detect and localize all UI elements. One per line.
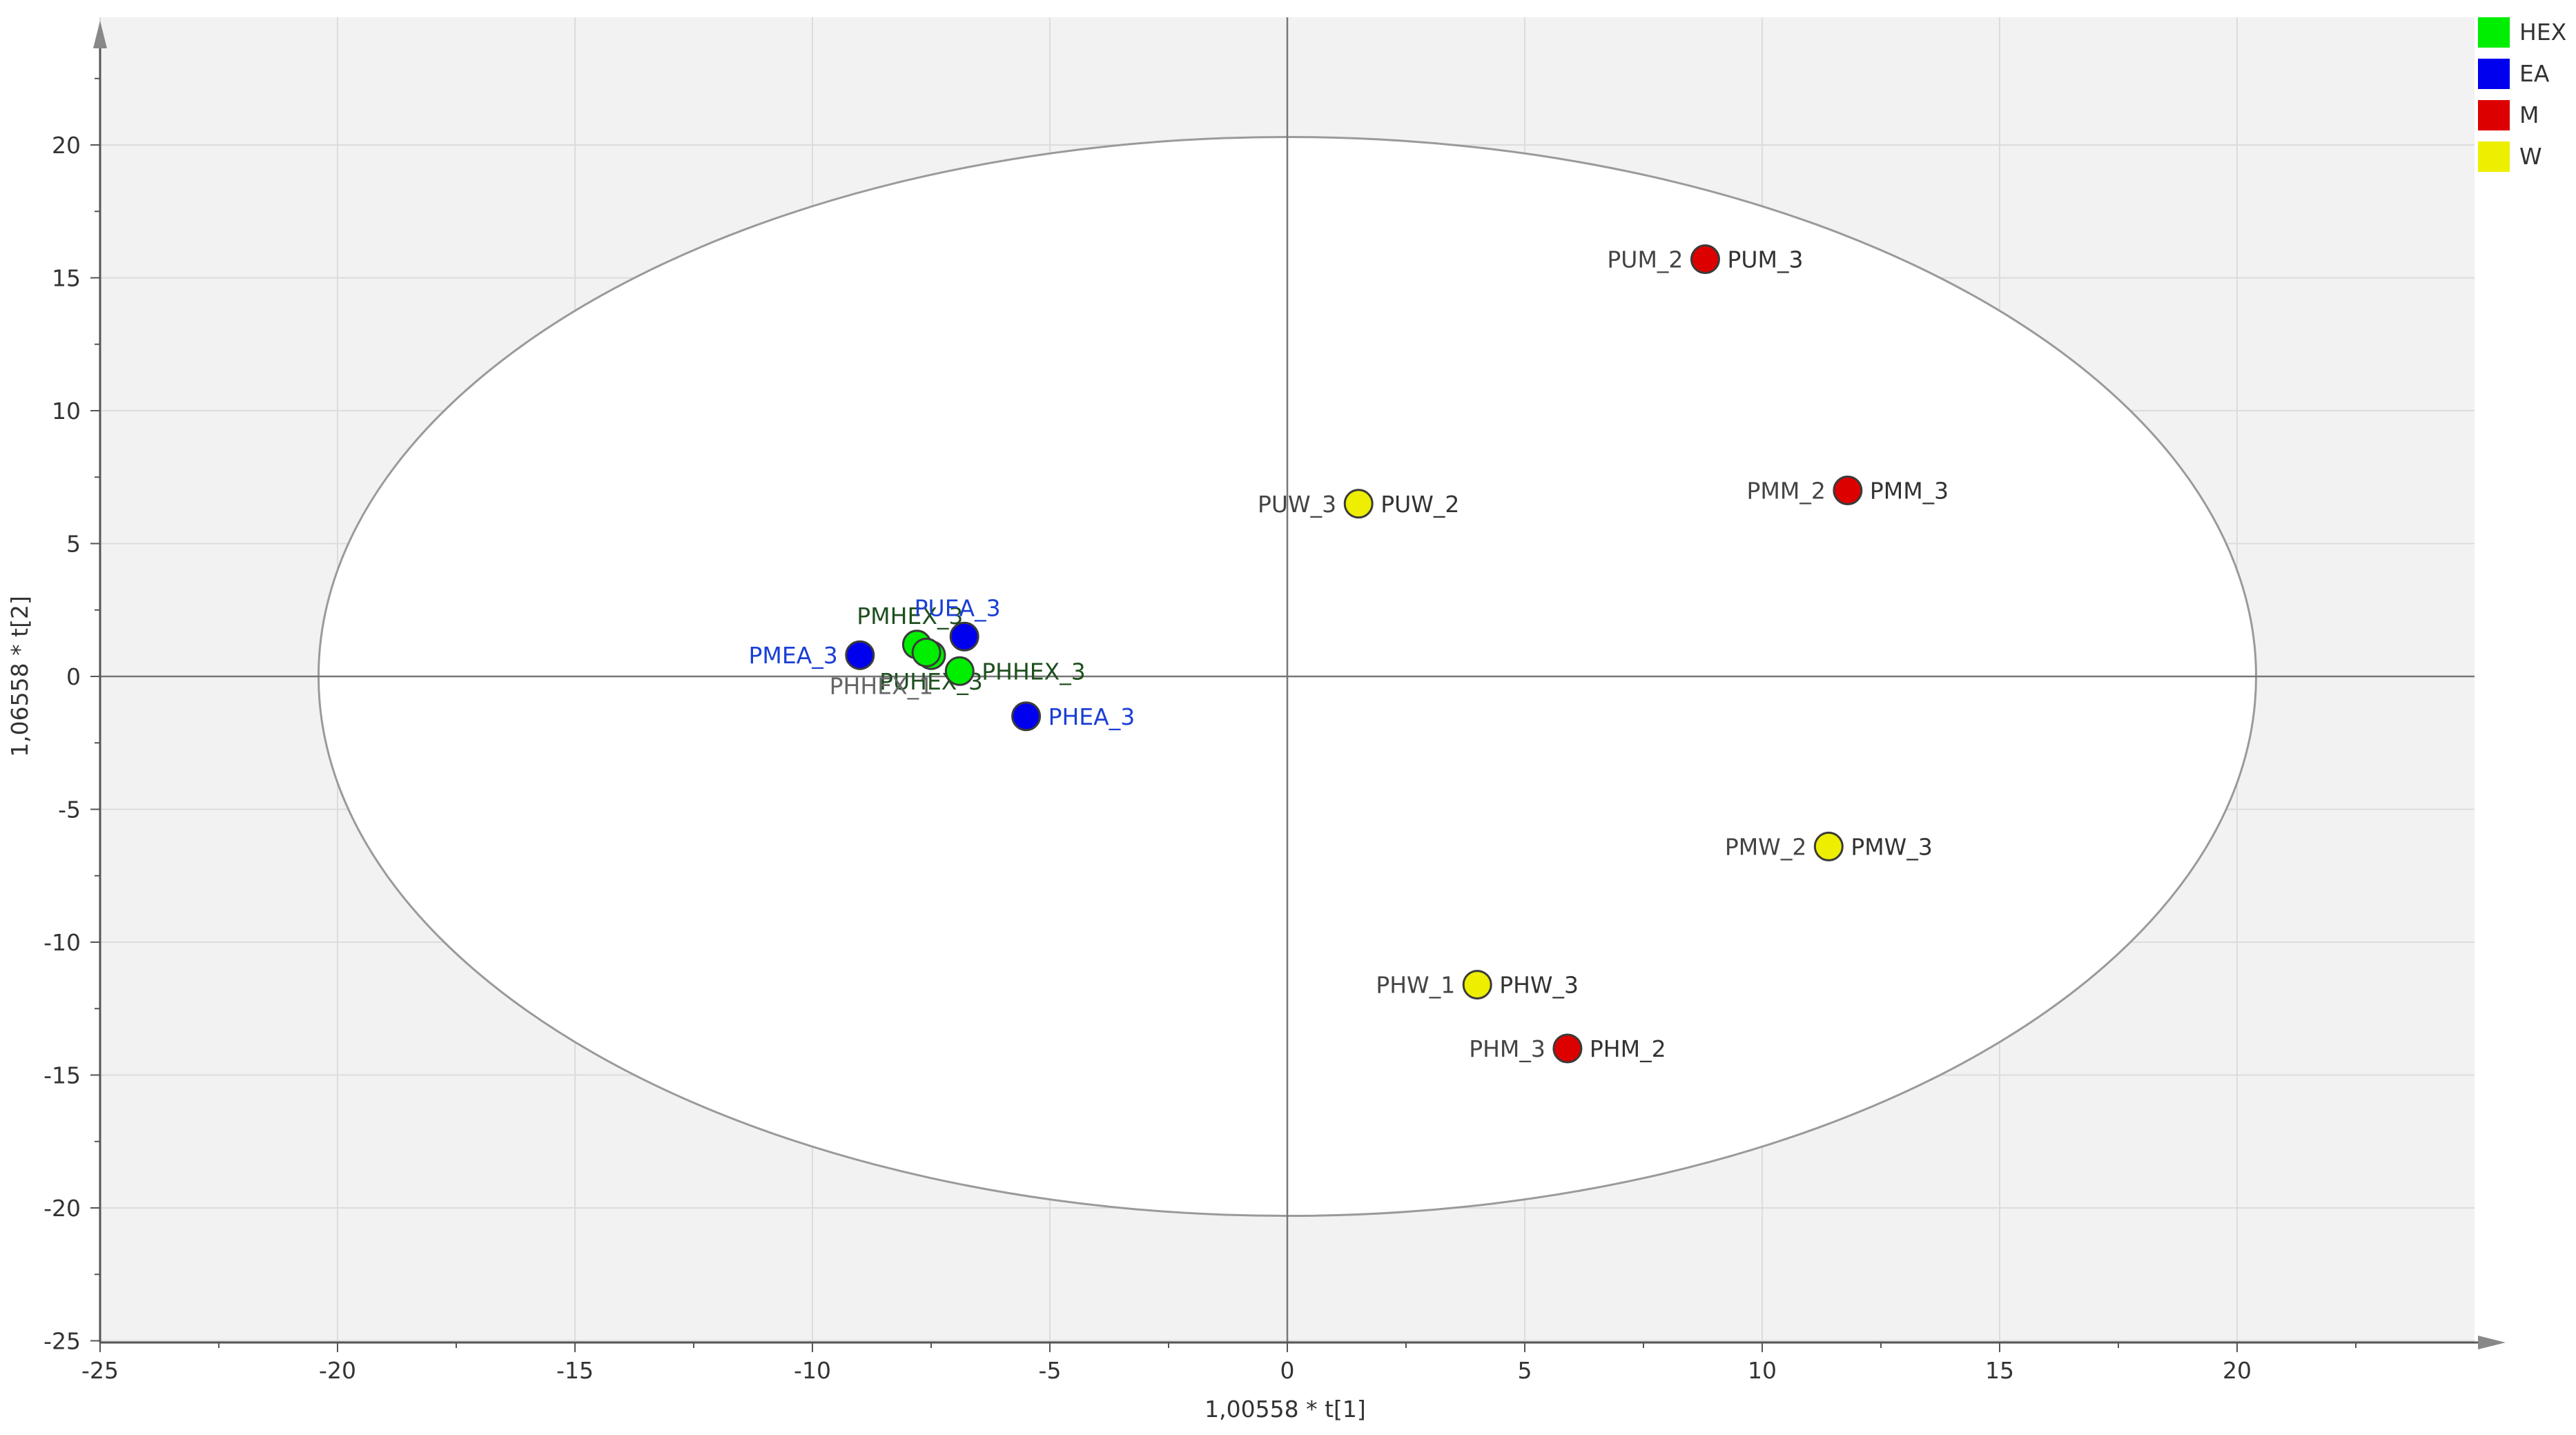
x-tick-label: 0	[1280, 1357, 1295, 1384]
point-label: PMW_3	[1851, 833, 1933, 860]
point-label: PHW_3	[1499, 972, 1579, 999]
point-label: PUEA_3	[915, 594, 1001, 621]
x-tick-label: 5	[1518, 1357, 1532, 1384]
data-point	[1462, 970, 1492, 1000]
data-points: PMHEX_3PUHEX_3PHHEX_3PHHEX_1PMEA_3PUEA_3…	[749, 244, 1949, 1064]
tick-labels: -25 -20 -15 -10 -5 0 5 10 15 20 -25 -20 -15 -10 -5 0 5 10…	[43, 132, 2252, 1384]
x-tick-label: -20	[319, 1357, 356, 1384]
x-axis-label: 1,00558 * t[1]	[1204, 1396, 1366, 1423]
data-point	[911, 637, 941, 667]
y-tick-label: 5	[66, 531, 81, 558]
x-tick-label: 15	[1985, 1357, 2014, 1384]
point-label: PUM_2	[1607, 246, 1683, 273]
point-label: PHM_3	[1469, 1035, 1545, 1062]
legend-label: HEX	[2519, 19, 2566, 46]
y-axis-label: 1,06558 * t[2]	[6, 596, 33, 757]
y-tick-label: -10	[43, 929, 81, 956]
legend-swatch	[2478, 17, 2510, 48]
data-point	[1690, 244, 1720, 275]
x-tick-label: -25	[81, 1357, 119, 1384]
x-axis-arrow	[2478, 1336, 2506, 1349]
y-axis-arrow	[93, 21, 107, 48]
point-label: PMEA_3	[749, 642, 838, 669]
point-label: PHEA_3	[1048, 703, 1135, 730]
legend-swatch	[2478, 100, 2510, 130]
data-point	[944, 656, 975, 686]
point-label: PHHEX_3	[982, 658, 1085, 685]
data-point	[1833, 476, 1863, 505]
data-point	[1813, 831, 1844, 861]
x-tick-label: -10	[794, 1357, 831, 1384]
point-label: PMM_2	[1746, 478, 1825, 505]
legend: HEX EA MW	[2478, 17, 2566, 172]
y-tick-label: -25	[43, 1328, 81, 1355]
y-tick-label: 20	[52, 132, 81, 159]
point-label: PMHEX_3	[857, 603, 963, 629]
point-label: PUW_3	[1258, 491, 1336, 518]
y-tick-label: -15	[43, 1062, 81, 1089]
y-tick-label: 0	[66, 663, 81, 690]
point-label: PUM_3	[1727, 246, 1803, 273]
point-label: PHW_1	[1376, 972, 1455, 999]
data-point	[949, 621, 979, 652]
data-point	[1343, 489, 1374, 519]
data-point	[845, 640, 875, 670]
point-label: PUW_2	[1380, 491, 1459, 518]
y-tick-label: 10	[52, 398, 81, 424]
y-tick-label: -20	[43, 1195, 81, 1222]
x-tick-label: 10	[1748, 1357, 1777, 1384]
axes	[90, 17, 2506, 1352]
y-tick-label: 15	[52, 265, 81, 292]
point-label: PMW_2	[1725, 833, 1807, 860]
y-tick-label: -5	[58, 797, 81, 823]
x-tick-label: 20	[2223, 1357, 2252, 1384]
legend-swatch	[2478, 59, 2510, 89]
point-label: PHM_2	[1590, 1035, 1666, 1062]
point-label: PHHEX_1	[830, 672, 933, 699]
legend-label: EA	[2519, 60, 2550, 87]
legend-label: W	[2519, 143, 2542, 170]
data-point	[1552, 1033, 1583, 1064]
data-point	[1011, 701, 1042, 732]
legend-swatch	[2478, 141, 2510, 172]
point-label: PMM_3	[1870, 478, 1949, 505]
legend-label: M	[2519, 101, 2539, 128]
x-tick-label: -5	[1039, 1357, 1062, 1384]
x-tick-label: -15	[556, 1357, 594, 1384]
